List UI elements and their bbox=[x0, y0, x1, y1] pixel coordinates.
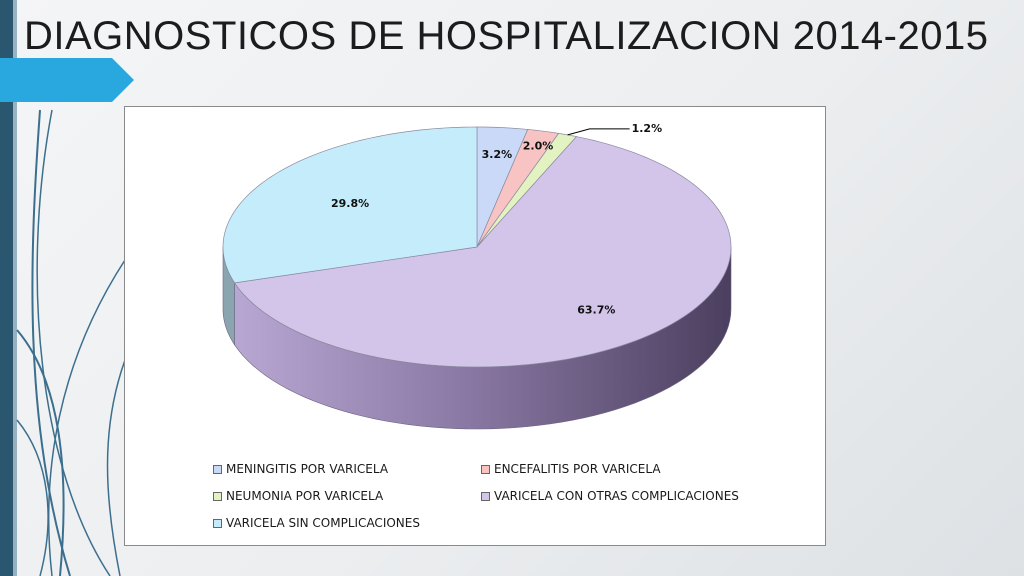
decorative-curves bbox=[16, 109, 126, 576]
data-label: 2.0% bbox=[523, 140, 554, 153]
legend-label: ENCEFALITIS POR VARICELA bbox=[494, 462, 661, 476]
data-label: 29.8% bbox=[331, 197, 369, 210]
leader-line bbox=[567, 128, 630, 136]
legend-swatch bbox=[213, 491, 222, 501]
legend-label: VARICELA CON OTRAS COMPLICACIONES bbox=[494, 489, 739, 503]
legend-label: MENINGITIS POR VARICELA bbox=[226, 462, 389, 476]
legend-swatch bbox=[213, 464, 222, 474]
data-label: 63.7% bbox=[577, 303, 615, 316]
legend-swatch bbox=[213, 518, 222, 528]
pie-chart-frame: 3.2% 2.0% 1.2% 63.7% 29.8% MENINGITIS POR VA… bbox=[124, 106, 826, 546]
left-edge-bar bbox=[0, 0, 13, 576]
pie-chart: 3.2% 2.0% 1.2% 63.7% 29.8% bbox=[222, 122, 732, 430]
slide-title: DIAGNOSTICOS DE HOSPITALIZACION 2014-201… bbox=[24, 14, 989, 58]
legend-item: NEUMONIA POR VARICELA bbox=[213, 489, 383, 503]
legend-label: VARICELA SIN COMPLICACIONES bbox=[226, 516, 420, 530]
legend-item: VARICELA SIN COMPLICACIONES bbox=[213, 516, 420, 530]
legend-swatch bbox=[481, 464, 490, 474]
pie-slice bbox=[234, 136, 732, 368]
pie-slice bbox=[222, 126, 478, 284]
title-accent-arrow bbox=[0, 58, 134, 102]
legend-swatch bbox=[481, 491, 490, 501]
data-label: 3.2% bbox=[482, 148, 513, 161]
legend-item: MENINGITIS POR VARICELA bbox=[213, 462, 388, 476]
legend-item: ENCEFALITIS POR VARICELA bbox=[481, 462, 661, 476]
left-edge-stripe bbox=[13, 0, 17, 576]
legend-item: VARICELA CON OTRAS COMPLICACIONES bbox=[481, 489, 739, 503]
pie-slice bbox=[476, 129, 560, 248]
data-label: 1.2% bbox=[632, 122, 663, 135]
legend-label: NEUMONIA POR VARICELA bbox=[226, 489, 384, 503]
